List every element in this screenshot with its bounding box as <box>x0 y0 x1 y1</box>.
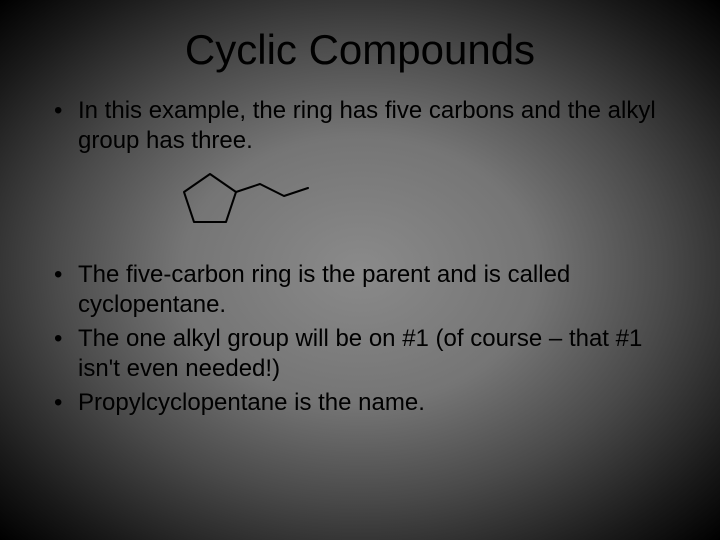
slide-title: Cyclic Compounds <box>40 26 680 74</box>
bullet-list: In this example, the ring has five carbo… <box>40 96 680 156</box>
bullet-list: The five-carbon ring is the parent and i… <box>40 260 680 418</box>
bullet-item: The five-carbon ring is the parent and i… <box>50 260 680 320</box>
bullet-item: Propylcyclopentane is the name. <box>50 388 680 418</box>
bullet-item: The one alkyl group will be on #1 (of co… <box>50 324 680 384</box>
chemical-structure-icon <box>180 166 320 236</box>
diagram-spacer <box>40 160 680 260</box>
bullet-item: In this example, the ring has five carbo… <box>50 96 680 156</box>
